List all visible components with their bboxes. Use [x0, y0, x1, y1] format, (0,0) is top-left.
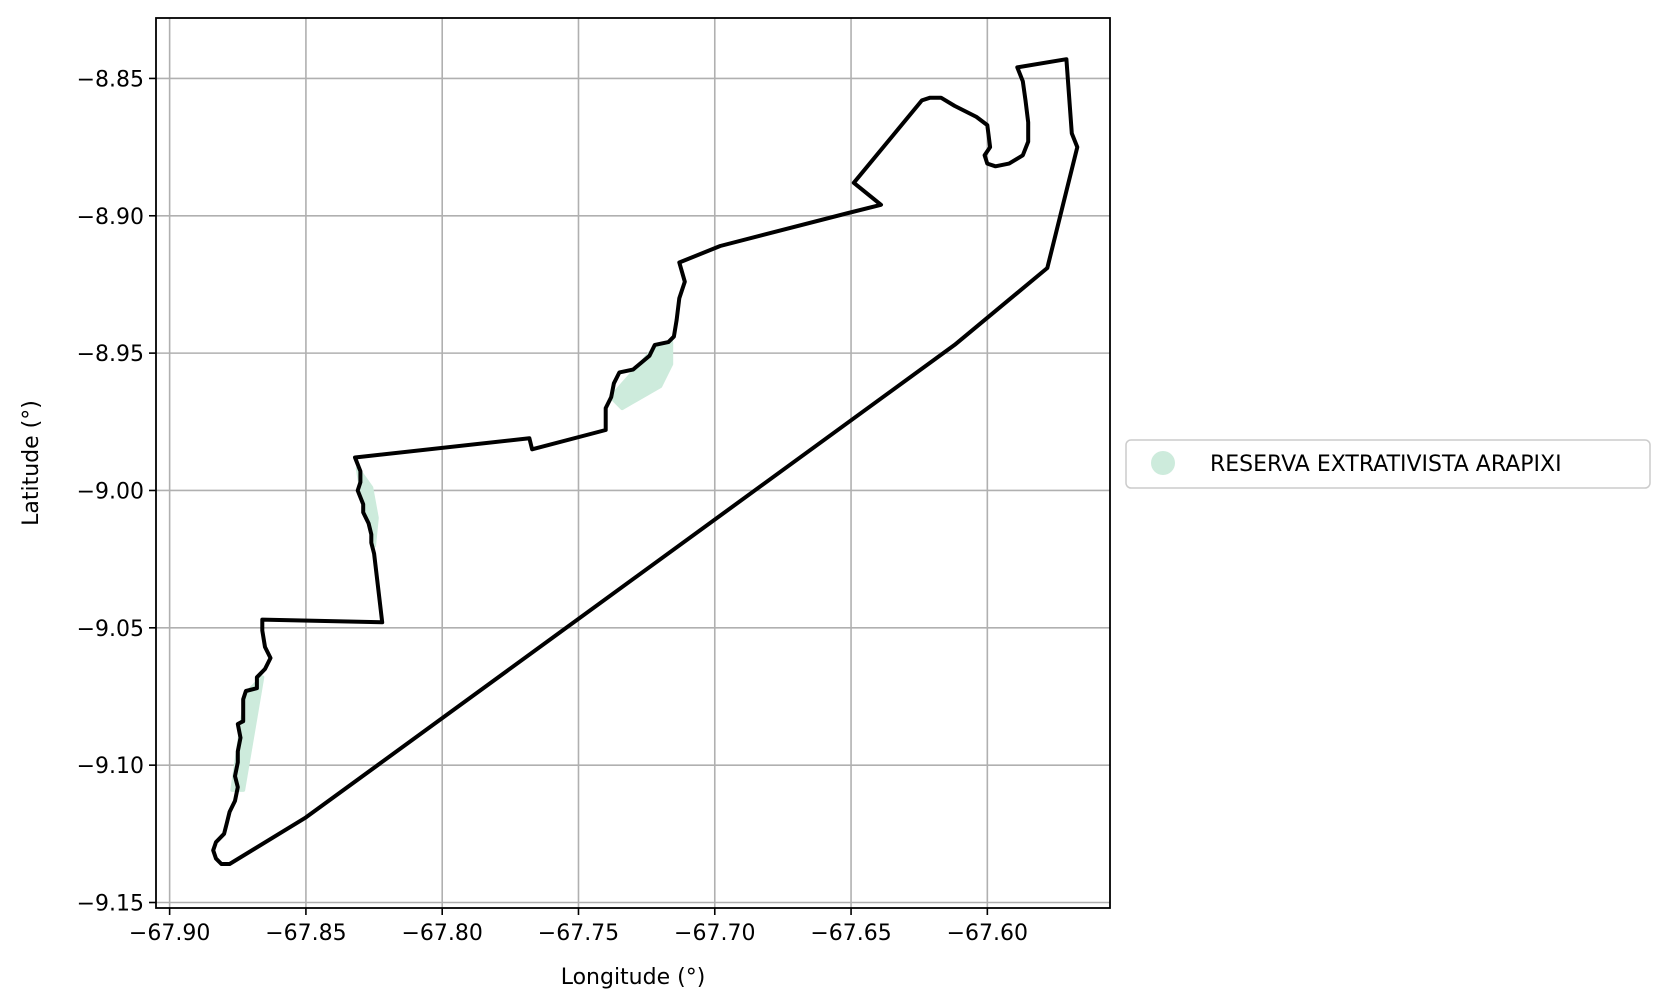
y-tick-label: −9.00: [77, 479, 144, 504]
reserve-boundary: [211, 57, 1080, 866]
x-tick-label: −67.80: [401, 921, 482, 946]
y-axis-label: Latitude (°): [19, 400, 44, 526]
x-tick-label: −67.85: [265, 921, 346, 946]
reserve-fill-patch: [355, 466, 379, 548]
x-tick-label: −67.65: [810, 921, 891, 946]
y-tick-label: −8.85: [77, 67, 144, 92]
x-tick-label: −67.90: [129, 921, 210, 946]
y-tick-label: −8.90: [77, 205, 144, 230]
x-tick-label: −67.60: [947, 921, 1028, 946]
legend-label: RESERVA EXTRATIVISTA ARAPIXI: [1210, 452, 1562, 477]
legend-box: [1125, 439, 1651, 489]
x-axis-label: Longitude (°): [561, 965, 706, 990]
x-tick-label: −67.75: [538, 921, 619, 946]
legend: RESERVA EXTRATIVISTA ARAPIXI: [1125, 439, 1651, 489]
y-tick-label: −8.95: [77, 342, 144, 367]
grid-lines: [156, 18, 1110, 908]
x-tick-label: −67.70: [674, 921, 755, 946]
plot-frame: [155, 17, 1111, 909]
y-tick-label: −9.10: [77, 754, 144, 779]
y-tick-label: −9.15: [77, 892, 144, 917]
x-axis-ticks: −67.90 −67.85 −67.80 −67.75 −67.70 −67.65 −67.…: [129, 908, 1028, 946]
reserve-boundary-line: [211, 57, 1080, 866]
legend-marker: [1151, 451, 1175, 475]
y-tick-label: −9.05: [77, 617, 144, 642]
y-axis-ticks: −8.85 −8.90 −8.95 −9.00 −9.05 −9.10 −9.15: [77, 67, 156, 917]
